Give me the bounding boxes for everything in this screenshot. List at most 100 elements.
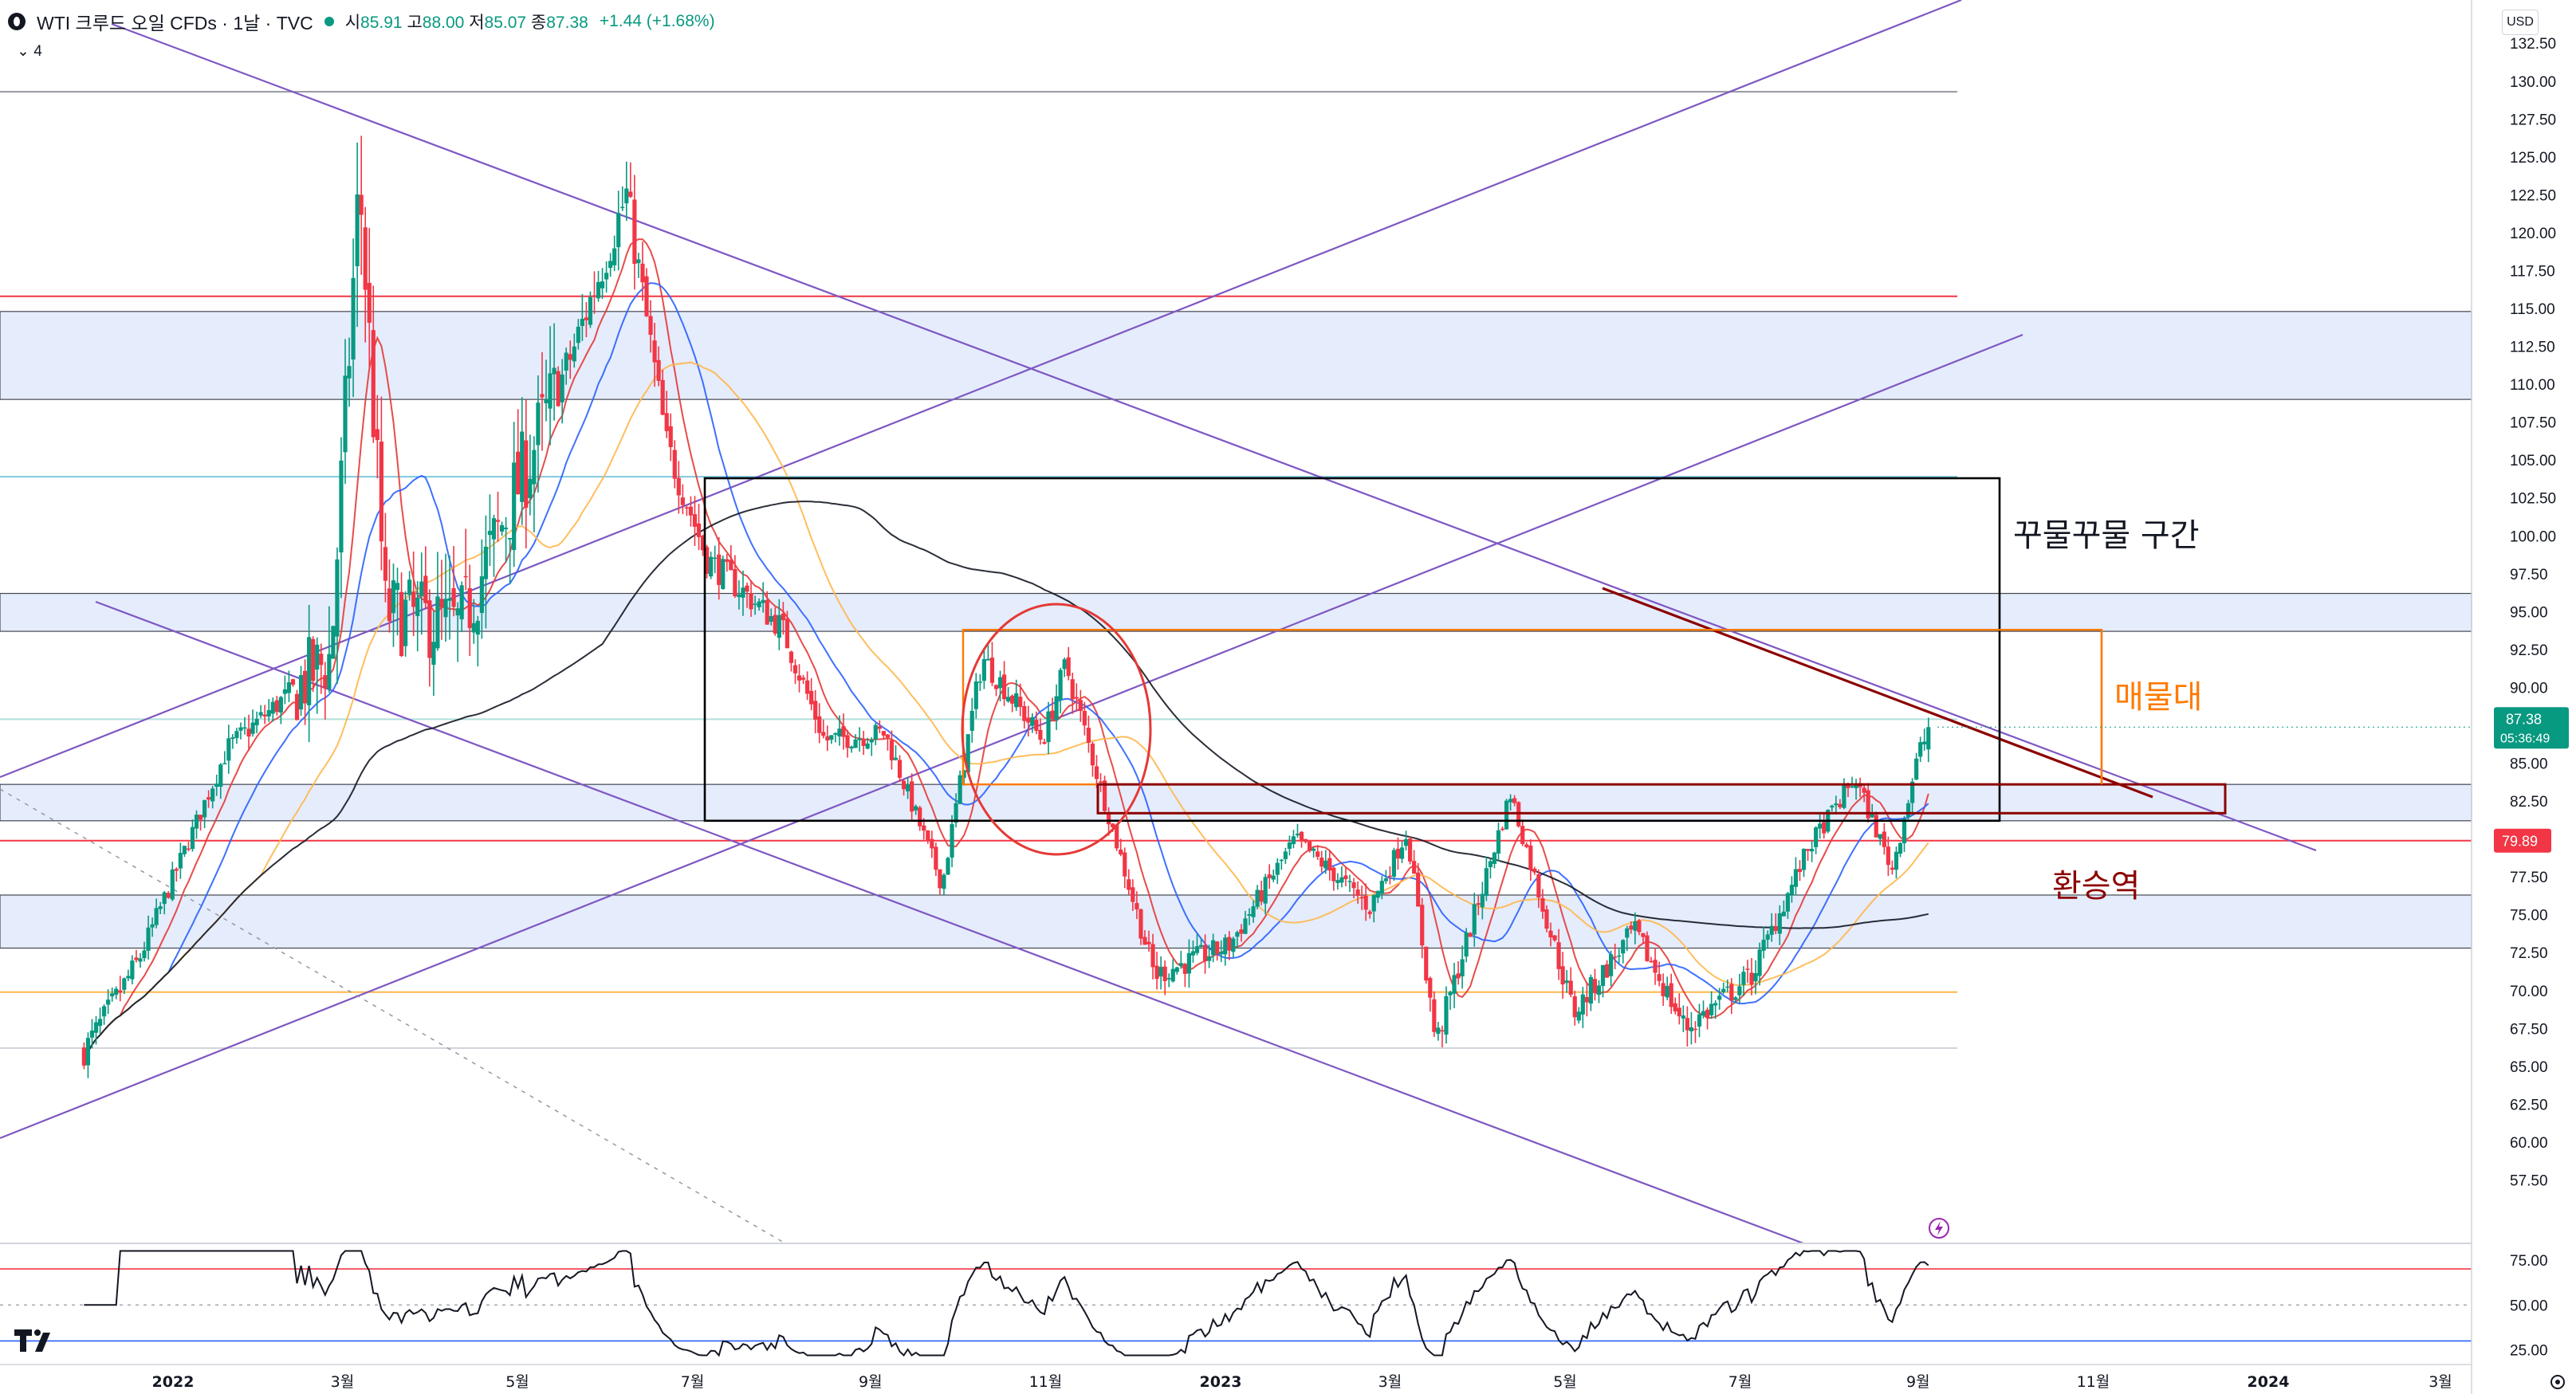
change-value: +1.44 (+1.68%) (599, 12, 715, 30)
candle-body (628, 191, 633, 197)
symbol-logo-icon (8, 13, 26, 30)
candle-body (411, 591, 416, 607)
candle-body (1850, 786, 1854, 787)
price-tick-label: 70.00 (2510, 984, 2548, 1000)
candle-body (1456, 973, 1461, 979)
candle-body (1548, 930, 1553, 938)
candle-body (383, 547, 387, 581)
candle-body (178, 853, 183, 869)
candle-body (491, 518, 497, 540)
candle-body (805, 680, 810, 694)
candle-body (1127, 879, 1131, 890)
candle-body (584, 317, 588, 320)
open-value: 85.91 (360, 14, 403, 32)
candle-body (1247, 914, 1252, 916)
candle-body (1215, 941, 1220, 954)
candle-body (278, 697, 283, 713)
candles (81, 135, 1931, 1078)
candle-body (946, 858, 950, 875)
candle-body (186, 848, 191, 850)
role-reversal-box (1096, 783, 2227, 815)
candle-body (504, 527, 509, 529)
candle-body (588, 296, 593, 325)
candle-body (688, 506, 694, 516)
candle-body (612, 248, 617, 265)
candle-body (1424, 946, 1429, 981)
candle-body (170, 869, 175, 900)
candle-body (809, 690, 814, 705)
candle-body (1408, 838, 1413, 862)
candle-body (1327, 858, 1332, 871)
candle-body (1830, 805, 1835, 808)
candle-body (1878, 834, 1882, 839)
candle-body (246, 728, 251, 737)
time-axis: 2022 3월 5월 7월 9월 11월 2023 3월 5월 7월 9월 11월 2024 3월 (0, 1364, 2472, 1391)
candle-body (1339, 877, 1344, 883)
rsi-tick-label: 50.00 (2510, 1298, 2548, 1314)
candle-body (792, 665, 798, 673)
candle-body (1600, 964, 1606, 987)
candle-body (969, 710, 974, 731)
candle-body (821, 732, 826, 736)
candle-body (1532, 868, 1537, 873)
candle-body (1139, 909, 1143, 939)
candle-body (749, 593, 753, 610)
candle-body (1074, 697, 1079, 699)
candle-body (1275, 862, 1280, 875)
candle-body (423, 575, 428, 603)
candle-body (1259, 889, 1264, 902)
candle-body (1737, 986, 1742, 995)
candle-body (298, 674, 304, 710)
candle-body (1709, 1003, 1714, 1015)
candle-body (93, 1022, 99, 1033)
candle-body (997, 677, 1003, 689)
candle-body (1086, 727, 1091, 743)
candle-body (435, 596, 440, 649)
candle-body (508, 537, 513, 540)
candle-body (1119, 850, 1123, 854)
candle-body (596, 281, 601, 299)
price-tick-label: 67.50 (2510, 1021, 2548, 1038)
candle-body (1062, 659, 1067, 670)
candle-body (737, 594, 741, 598)
candle-body (881, 731, 886, 736)
logo-t (14, 1329, 32, 1352)
candle-body (130, 960, 135, 980)
candle-body (198, 815, 203, 820)
candle-body (1227, 937, 1232, 951)
candle-body (150, 924, 155, 928)
candle-body (1207, 956, 1212, 961)
candle-body (427, 600, 432, 658)
logo-slash (35, 1333, 50, 1352)
candle-body (319, 654, 324, 666)
indicators-toggle-button[interactable]: ⌄ 4 (17, 43, 42, 60)
candle-body (592, 295, 597, 296)
price-tick-label: 57.50 (2510, 1173, 2548, 1190)
candle-body (672, 450, 677, 479)
level-price-value: 79.89 (2502, 834, 2538, 850)
candle-body (1814, 827, 1819, 847)
candle-body (624, 188, 629, 204)
candle-body (1123, 852, 1127, 877)
candle-body (729, 560, 733, 571)
symbol-title[interactable]: WTI 크루드 오일 CFDs · 1날 · TVC (37, 13, 313, 33)
candle-body (973, 681, 978, 709)
settings-gear-icon[interactable] (2550, 1375, 2565, 1389)
candle-body (1420, 905, 1425, 946)
price-tick-label: 125.00 (2510, 150, 2556, 167)
price-tick-label: 82.50 (2510, 794, 2548, 811)
candle-body (85, 1038, 91, 1066)
candle-body (1649, 960, 1654, 963)
currency-button[interactable]: USD (2502, 10, 2539, 35)
candle-body (1681, 1015, 1685, 1019)
resistance-trendline (1602, 587, 2153, 799)
candle-body (1781, 911, 1786, 917)
candle-body (853, 739, 858, 748)
candle-body (520, 431, 525, 502)
candle-body (106, 999, 111, 1005)
horizontal-zones (0, 311, 2472, 949)
candle-body (845, 735, 850, 748)
candle-body (1838, 803, 1843, 807)
candle-body (524, 440, 529, 509)
